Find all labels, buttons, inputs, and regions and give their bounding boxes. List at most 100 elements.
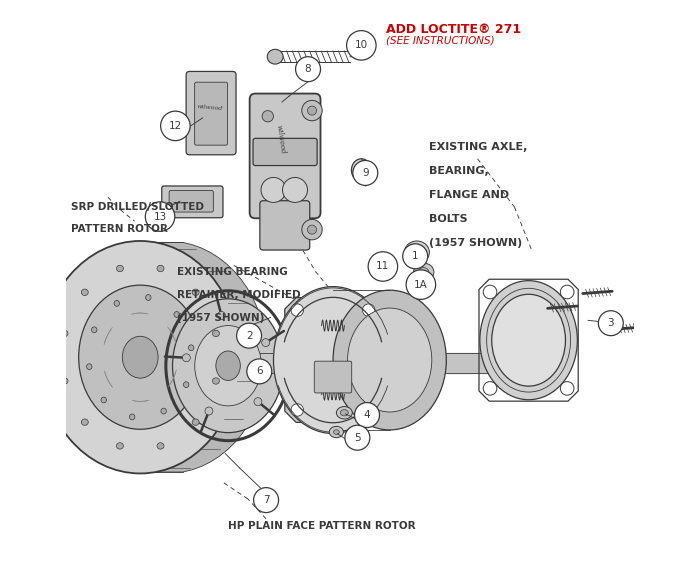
Ellipse shape xyxy=(340,409,349,416)
Text: (SEE INSTRUCTIONS): (SEE INSTRUCTIONS) xyxy=(386,36,494,46)
Ellipse shape xyxy=(351,159,371,181)
Text: BOLTS: BOLTS xyxy=(429,214,468,224)
Ellipse shape xyxy=(157,443,164,449)
Circle shape xyxy=(354,403,379,428)
Ellipse shape xyxy=(172,299,284,433)
Text: PATTERN ROTOR: PATTERN ROTOR xyxy=(71,223,168,234)
Ellipse shape xyxy=(92,327,97,333)
Text: 13: 13 xyxy=(153,211,167,222)
Circle shape xyxy=(561,285,574,299)
Text: 10: 10 xyxy=(355,40,368,50)
FancyBboxPatch shape xyxy=(186,71,236,155)
Text: EXISTING AXLE,: EXISTING AXLE, xyxy=(429,142,528,153)
Polygon shape xyxy=(285,298,382,422)
Text: 6: 6 xyxy=(256,366,262,376)
Ellipse shape xyxy=(491,294,566,386)
Text: 12: 12 xyxy=(169,121,182,131)
Ellipse shape xyxy=(267,49,283,64)
Text: ADD LOCTITE® 271: ADD LOCTITE® 271 xyxy=(386,23,521,36)
Ellipse shape xyxy=(78,285,202,429)
Circle shape xyxy=(307,106,316,115)
Circle shape xyxy=(345,425,370,450)
Ellipse shape xyxy=(405,241,429,264)
Ellipse shape xyxy=(193,289,199,295)
Ellipse shape xyxy=(411,247,423,258)
Text: 2: 2 xyxy=(246,331,253,341)
Ellipse shape xyxy=(334,430,340,434)
Ellipse shape xyxy=(419,268,429,277)
Ellipse shape xyxy=(183,382,189,388)
FancyBboxPatch shape xyxy=(253,138,317,166)
Text: HP PLAIN FACE PATTERN ROTOR: HP PLAIN FACE PATTERN ROTOR xyxy=(228,521,416,531)
Circle shape xyxy=(218,311,225,319)
Text: (1957 SHOWN): (1957 SHOWN) xyxy=(429,238,523,248)
Ellipse shape xyxy=(114,301,120,306)
Ellipse shape xyxy=(274,286,393,434)
Ellipse shape xyxy=(480,281,578,400)
Text: 3: 3 xyxy=(608,318,614,328)
Ellipse shape xyxy=(333,290,447,430)
Circle shape xyxy=(160,111,190,141)
Ellipse shape xyxy=(130,414,135,420)
FancyBboxPatch shape xyxy=(260,201,309,250)
Text: (1957 SHOWN): (1957 SHOWN) xyxy=(177,312,265,323)
Text: 1A: 1A xyxy=(414,280,428,290)
Text: 9: 9 xyxy=(362,168,369,178)
Ellipse shape xyxy=(337,407,352,419)
Text: FLANGE AND: FLANGE AND xyxy=(429,190,510,200)
Circle shape xyxy=(378,258,390,269)
Text: 5: 5 xyxy=(354,433,360,443)
Ellipse shape xyxy=(213,378,219,384)
Circle shape xyxy=(363,304,375,316)
Ellipse shape xyxy=(188,345,194,350)
Circle shape xyxy=(368,252,398,281)
Ellipse shape xyxy=(157,265,164,272)
Text: BEARING,: BEARING, xyxy=(429,166,489,176)
Circle shape xyxy=(406,270,435,299)
Circle shape xyxy=(295,57,321,82)
Text: 1: 1 xyxy=(412,251,419,261)
Ellipse shape xyxy=(329,426,344,438)
Ellipse shape xyxy=(116,443,123,449)
Ellipse shape xyxy=(348,308,432,412)
FancyBboxPatch shape xyxy=(250,94,321,218)
Circle shape xyxy=(262,111,274,122)
Circle shape xyxy=(262,338,270,346)
Polygon shape xyxy=(155,243,267,472)
Circle shape xyxy=(291,404,304,416)
Circle shape xyxy=(483,382,497,395)
Ellipse shape xyxy=(122,336,158,378)
Text: 7: 7 xyxy=(262,495,270,505)
Circle shape xyxy=(183,354,190,362)
Circle shape xyxy=(346,31,376,60)
Ellipse shape xyxy=(101,397,106,403)
Circle shape xyxy=(254,397,262,405)
Circle shape xyxy=(253,488,279,513)
Circle shape xyxy=(307,225,316,234)
Text: 8: 8 xyxy=(304,64,312,74)
Text: RETAINER, MODIFIED: RETAINER, MODIFIED xyxy=(177,290,301,300)
Ellipse shape xyxy=(193,419,199,425)
FancyBboxPatch shape xyxy=(162,186,223,218)
Ellipse shape xyxy=(116,265,123,272)
Circle shape xyxy=(146,202,175,231)
Ellipse shape xyxy=(216,351,240,380)
Ellipse shape xyxy=(81,289,88,295)
Circle shape xyxy=(561,382,574,395)
Circle shape xyxy=(402,244,428,269)
Ellipse shape xyxy=(174,311,179,318)
Ellipse shape xyxy=(81,419,88,425)
Text: SRP DRILLED/SLOTTED: SRP DRILLED/SLOTTED xyxy=(71,202,204,212)
Circle shape xyxy=(353,160,378,185)
Ellipse shape xyxy=(414,263,434,281)
Ellipse shape xyxy=(41,241,239,473)
Circle shape xyxy=(283,177,307,202)
Ellipse shape xyxy=(195,325,261,406)
Circle shape xyxy=(483,285,497,299)
Circle shape xyxy=(363,404,375,416)
Circle shape xyxy=(302,100,322,121)
FancyBboxPatch shape xyxy=(195,82,228,145)
Text: 11: 11 xyxy=(377,261,389,272)
Circle shape xyxy=(261,177,286,202)
Ellipse shape xyxy=(357,165,366,175)
